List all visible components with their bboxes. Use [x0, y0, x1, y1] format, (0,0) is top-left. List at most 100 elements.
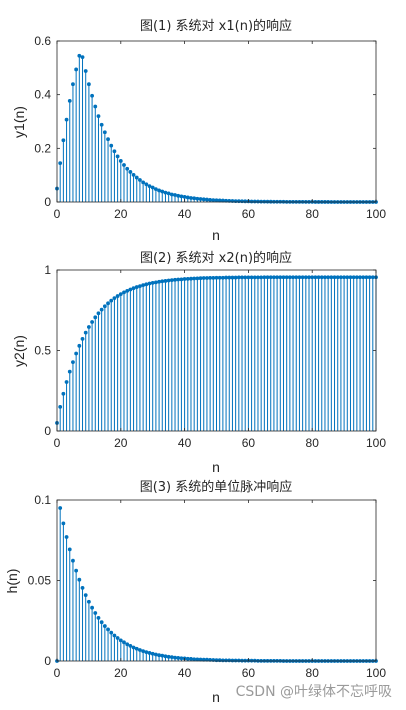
stem-marker	[275, 275, 280, 280]
stem-marker	[150, 280, 155, 285]
stem-marker	[201, 276, 206, 280]
stem-marker	[96, 114, 101, 119]
stem-marker	[217, 198, 222, 203]
stem-marker	[131, 286, 136, 291]
stem-marker	[141, 180, 146, 185]
stem-marker	[300, 275, 305, 280]
stem-marker	[185, 195, 190, 200]
stem-marker	[342, 275, 347, 280]
stem-marker	[67, 369, 72, 374]
stem-marker	[351, 275, 356, 280]
stem-marker	[144, 650, 149, 655]
stem-marker	[163, 190, 168, 195]
stem-marker	[144, 282, 149, 287]
y-tick-label: 0.4	[34, 88, 51, 102]
stem-marker	[297, 275, 302, 280]
stem-marker	[227, 275, 232, 280]
stem-marker	[214, 198, 219, 203]
stem-marker	[211, 198, 216, 203]
stem-marker	[71, 360, 75, 364]
stem-marker	[83, 69, 88, 73]
stem-marker	[169, 278, 174, 283]
x-tick-label: 100	[366, 436, 386, 450]
stem-marker	[182, 195, 187, 199]
stem-marker	[153, 652, 158, 657]
stem-marker	[208, 275, 213, 280]
stem-marker	[102, 624, 107, 628]
stem-marker	[99, 307, 104, 312]
stem-marker	[345, 275, 350, 280]
stem-marker	[147, 184, 152, 189]
stem-marker	[71, 558, 75, 563]
stem-marker	[348, 275, 353, 280]
stem-marker	[259, 275, 264, 280]
stem-marker	[211, 275, 216, 280]
stem-marker	[134, 285, 139, 289]
stem-marker	[74, 568, 79, 573]
stem-marker	[310, 275, 315, 280]
stem-marker	[284, 275, 289, 280]
stem-marker	[160, 653, 165, 658]
stem-marker	[176, 656, 181, 660]
stem-marker	[230, 658, 235, 663]
stem-marker	[243, 199, 248, 204]
stem-marker	[118, 159, 123, 163]
stem-marker	[189, 276, 193, 281]
subplot-1-ylabel: y1(n)	[11, 106, 27, 138]
subplot-2: 图(2) 系统对 x2(n)的响应 n y2(n) 0 20 40 60 80 10000…	[11, 250, 386, 475]
stem-marker	[361, 275, 366, 280]
stem-marker	[58, 506, 63, 510]
stem-marker	[93, 315, 98, 320]
stem-marker	[58, 404, 63, 409]
stem-marker	[291, 275, 295, 280]
x-tick-label: 0	[54, 436, 61, 450]
stem-marker	[144, 182, 149, 187]
stem-marker	[125, 289, 130, 293]
stem-marker	[176, 193, 181, 198]
subplot-1: 图(1) 系统对 x1(n)的响应 n y1(n) 0 20 40 60 80 10000…	[11, 18, 386, 243]
stem-marker	[179, 656, 184, 661]
stem-marker	[106, 301, 110, 306]
x-tick-label: 60	[242, 207, 256, 221]
stem-marker	[150, 185, 155, 190]
stem-marker	[99, 620, 104, 625]
stem-marker	[90, 93, 94, 98]
stem-marker	[329, 275, 334, 280]
stem-marker	[96, 615, 101, 620]
stem-marker	[195, 657, 200, 662]
subplot-1-title: 图(1) 系统对 x1(n)的响应	[140, 18, 292, 34]
stem-marker	[332, 275, 337, 280]
stem-marker	[217, 275, 222, 280]
y-tick-label: 1	[44, 263, 51, 277]
stem-marker	[198, 197, 203, 201]
stem-marker	[128, 170, 133, 174]
stem-marker	[195, 196, 200, 201]
stem-marker	[64, 117, 69, 122]
stem-marker	[157, 279, 161, 284]
subplot-3: 图(3) 系统的单位脉冲响应 n h(n) 0 20 40 60 80 10000.050…	[4, 479, 386, 705]
y-tick-label: 0.1	[34, 493, 51, 507]
stem-marker	[122, 290, 126, 295]
stem-marker	[201, 197, 206, 202]
x-tick-label: 80	[306, 436, 320, 450]
stem-marker	[240, 275, 244, 280]
stem-marker	[153, 187, 158, 192]
stem-marker	[109, 298, 114, 303]
stem-marker	[364, 275, 369, 280]
x-tick-label: 60	[242, 436, 256, 450]
stem-marker	[71, 82, 75, 87]
subplot-2-ylabel: y2(n)	[11, 335, 27, 367]
y-tick-label: 0.05	[28, 574, 52, 588]
stem-marker	[185, 276, 190, 281]
stem-marker	[102, 130, 107, 135]
stem-marker	[150, 651, 155, 656]
stem-marker	[230, 275, 235, 280]
stem-marker	[358, 275, 362, 280]
stem-marker	[294, 275, 299, 280]
stem-marker	[179, 277, 184, 282]
stem-marker	[252, 275, 257, 280]
x-tick-label: 20	[114, 207, 128, 221]
stem-marker	[256, 275, 260, 280]
stem-marker	[131, 172, 136, 177]
stem-marker	[262, 275, 267, 280]
